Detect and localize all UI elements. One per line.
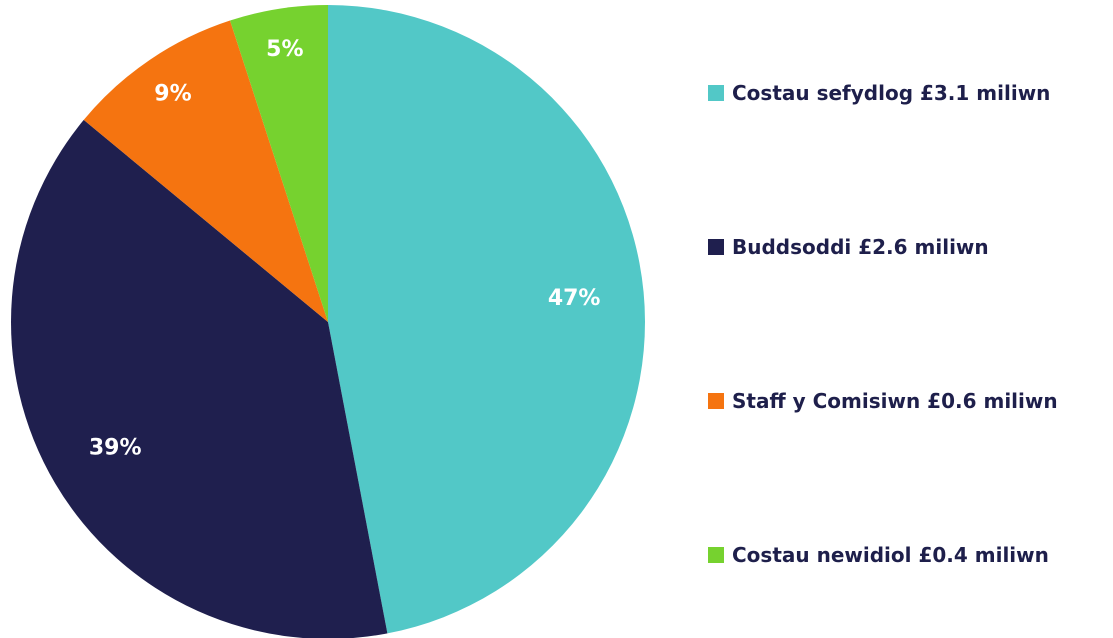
legend-label-costau-sefydlog: Costau sefydlog £3.1 miliwn	[732, 81, 1051, 105]
legend: Costau sefydlog £3.1 miliwn Buddsoddi £2…	[708, 0, 1113, 638]
pie-label-costau-newidiol-0-4-miliwn: 5%	[266, 37, 303, 62]
legend-swatch-buddsoddi	[708, 239, 724, 255]
legend-label-staff-y-comisiwn: Staff y Comisiwn £0.6 miliwn	[732, 389, 1058, 413]
legend-label-buddsoddi: Buddsoddi £2.6 miliwn	[732, 235, 989, 259]
legend-swatch-costau-newidiol	[708, 547, 724, 563]
pie-slice-costau-sefydlog-3-1-miliwn	[328, 5, 646, 634]
legend-swatch-staff-y-comisiwn	[708, 393, 724, 409]
pie-slice-staff-y-comisiwn-0-6-miliwn	[83, 20, 328, 323]
legend-swatch-costau-sefydlog	[708, 85, 724, 101]
legend-item-buddsoddi: Buddsoddi £2.6 miliwn	[708, 233, 989, 261]
pie-slice-costau-newidiol-0-4-miliwn	[230, 5, 328, 322]
legend-item-staff-y-comisiwn: Staff y Comisiwn £0.6 miliwn	[708, 387, 1058, 415]
legend-item-costau-sefydlog: Costau sefydlog £3.1 miliwn	[708, 79, 1050, 107]
pie-svg: 47% 39% 9% 5%	[11, 5, 646, 638]
pie-label-staff-y-comisiwn-0-6-miliwn: 9%	[154, 81, 191, 106]
pie-slice-buddsoddi-2-6-miliwn	[11, 119, 388, 638]
legend-label-costau-newidiol: Costau newidiol £0.4 miliwn	[732, 543, 1049, 567]
pie-label-costau-sefydlog-3-1-miliwn: 47%	[548, 286, 601, 311]
legend-item-costau-newidiol: Costau newidiol £0.4 miliwn	[708, 541, 1049, 569]
pie-chart: 47% 39% 9% 5%	[11, 5, 646, 638]
pie-label-buddsoddi-2-6-miliwn: 39%	[89, 435, 142, 460]
